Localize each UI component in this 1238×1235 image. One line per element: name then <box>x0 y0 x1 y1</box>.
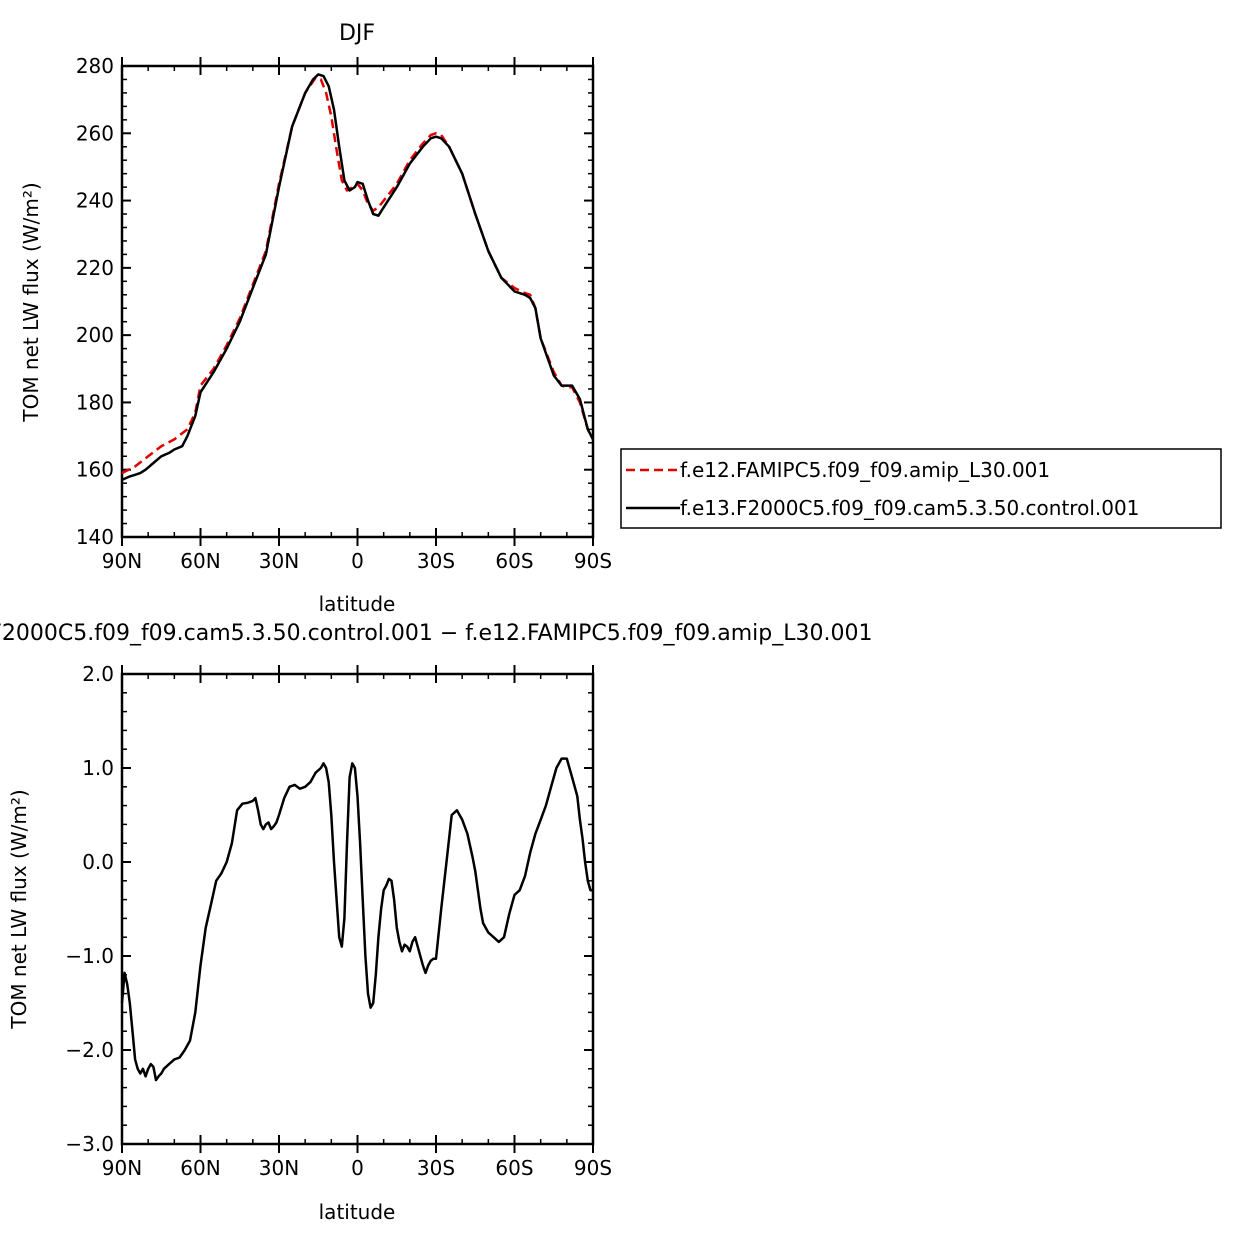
top-plot-frame <box>120 64 595 539</box>
bottom-xtick-label: 90S <box>574 1156 612 1180</box>
top-xtick-label: 90N <box>102 549 142 573</box>
bottom-xtick-label: 60N <box>180 1156 220 1180</box>
bottom-ytick-label: −1.0 <box>65 944 114 968</box>
legend-label-amip: f.e12.FAMIPC5.f09_f09.amip_L30.001 <box>680 458 1050 482</box>
top-ytick-label: 160 <box>76 458 114 482</box>
bottom-ytick-label: −3.0 <box>65 1132 114 1156</box>
top-xtick-label: 0 <box>351 549 364 573</box>
bottom-chart-x-axis-title: latitude <box>319 1200 396 1224</box>
bottom-ytick-label: 0.0 <box>82 850 114 874</box>
bottom-xtick-label: 30N <box>259 1156 299 1180</box>
top-series-line-0 <box>121 76 595 475</box>
top-ytick-label: 200 <box>76 323 114 347</box>
bottom-xtick-label: 90N <box>102 1156 142 1180</box>
bottom-xtick-label: 30S <box>417 1156 455 1180</box>
top-ytick-label: 180 <box>76 390 114 414</box>
top-chart-x-axis-title: latitude <box>319 592 396 616</box>
bottom-ytick-label: 2.0 <box>82 662 114 686</box>
top-ytick-label: 280 <box>76 54 114 78</box>
top-chart-y-axis-title: TOM net LW flux (W/m²) <box>19 182 43 422</box>
bottom-series-line-0 <box>120 757 593 1082</box>
bottom-plot-frame <box>120 672 595 1146</box>
top-xtick-label: 90S <box>574 549 612 573</box>
top-xtick-label: 30S <box>417 549 455 573</box>
bottom-chart-title: f.e13.F2000C5.f09_f09.cam5.3.50.control.… <box>0 621 872 646</box>
bottom-xtick-label: 60S <box>495 1156 533 1180</box>
legend-box <box>620 448 1222 529</box>
top-ytick-label: 140 <box>76 525 114 549</box>
top-chart-series <box>121 73 595 481</box>
bottom-chart-y-axis-title: TOM net LW flux (W/m²) <box>7 789 31 1029</box>
top-xtick-label: 60N <box>180 549 220 573</box>
bottom-ytick-label: 1.0 <box>82 756 114 780</box>
legend-label-control: f.e13.F2000C5.f09_f09.cam5.3.50.control.… <box>680 496 1139 520</box>
top-chart-title: DJF <box>339 21 375 46</box>
legend: f.e12.FAMIPC5.f09_f09.amip_L30.001 f.e13… <box>620 448 1222 529</box>
bottom-xtick-label: 0 <box>351 1156 364 1180</box>
top-xtick-label: 30N <box>259 549 299 573</box>
top-xtick-label: 60S <box>495 549 533 573</box>
bottom-chart-series <box>120 757 593 1082</box>
bottom-chart-axes: −3.0 −2.0 −1.0 0.0 1.0 2.0 90N 60N 30N 0 30S 60S 90S <box>65 662 612 1180</box>
bottom-ytick-label: −2.0 <box>65 1038 114 1062</box>
top-ytick-label: 240 <box>76 189 114 213</box>
top-series-line-1 <box>121 73 595 481</box>
top-ytick-label: 260 <box>76 121 114 145</box>
bottom-chart: f.e13.F2000C5.f09_f09.cam5.3.50.control.… <box>0 621 872 1224</box>
top-ytick-label: 220 <box>76 256 114 280</box>
top-chart: DJF 140 160 180 200 220 240 260 280 90N 60N 30N 0 30… <box>19 21 612 616</box>
top-chart-axes: 140 160 180 200 220 240 260 280 90N 60N 30N 0 30S 60S… <box>76 54 612 573</box>
